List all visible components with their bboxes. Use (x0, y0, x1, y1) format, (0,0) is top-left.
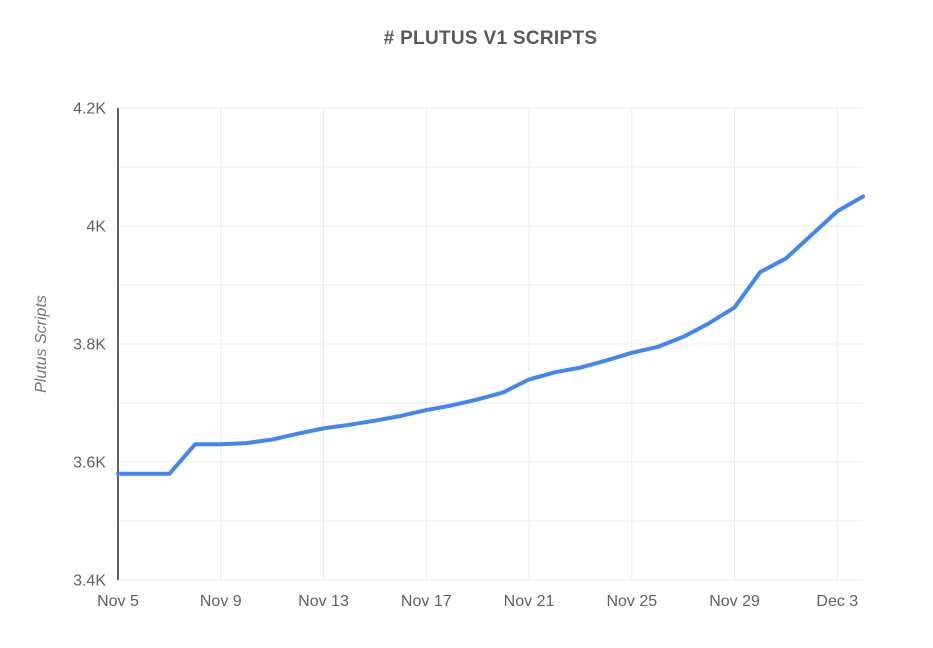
x-tick-label: Nov 29 (709, 593, 760, 610)
series-line-plutus-scripts (116, 194, 865, 476)
x-tick-label: Nov 13 (298, 593, 349, 610)
x-tick-label: Nov 5 (97, 593, 139, 610)
y-tick-label: 3.8K (73, 337, 106, 354)
y-axis-title: Plutus Scripts (33, 295, 50, 393)
x-tick-label: Nov 9 (200, 593, 242, 610)
x-tick-label: Nov 21 (504, 593, 555, 610)
x-tick-label: Dec 3 (816, 593, 858, 610)
x-tick-label: Nov 25 (606, 593, 657, 610)
x-tick-label: Nov 17 (401, 593, 452, 610)
y-tick-label: 3.4K (73, 573, 106, 590)
y-tick-label: 4.2K (73, 101, 106, 118)
y-tick-label: 3.6K (73, 455, 106, 472)
chart-title: # PLUTUS V1 SCRIPTS (383, 28, 598, 49)
y-tick-label: 4K (86, 219, 106, 236)
